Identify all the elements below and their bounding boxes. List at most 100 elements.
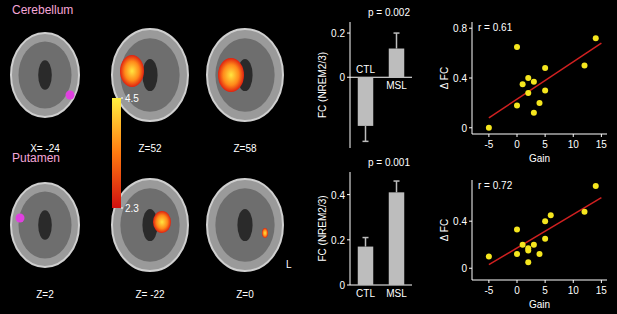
plot-marks — [486, 183, 602, 265]
activation-blob — [218, 58, 244, 92]
figure: CerebellumX= -24Z=52Z=58PutamenZ=2Z= -22… — [0, 0, 617, 314]
brain-slice — [11, 183, 79, 267]
y-tick-label: 0.2 — [331, 28, 345, 39]
bar — [389, 49, 405, 78]
x-tick-label: 10 — [568, 139, 580, 150]
error-cap — [363, 237, 369, 239]
seed-roi — [16, 214, 25, 223]
y-axis-label: Δ FC — [439, 67, 450, 89]
point — [593, 35, 599, 41]
point — [514, 251, 520, 257]
slice-label: Z=2 — [36, 289, 54, 300]
x-tick — [545, 280, 546, 283]
point — [514, 226, 520, 232]
plot-marks — [486, 35, 602, 131]
point — [542, 65, 548, 71]
x-tick-label: 10 — [568, 285, 580, 296]
y-axis — [472, 180, 473, 280]
brain-ventricle — [237, 209, 252, 241]
correlation: r = 0.61 — [478, 22, 513, 33]
x-tick-label: 0 — [514, 139, 520, 150]
fit-line — [489, 43, 602, 118]
seed-roi — [66, 91, 75, 100]
x-tick-label: 0 — [514, 285, 520, 296]
y-axis-label: FC (NREM2/3) — [317, 195, 328, 261]
x-axis-label: Gain — [529, 299, 550, 310]
point — [537, 251, 543, 257]
point — [531, 79, 537, 85]
brain-matter — [215, 38, 274, 112]
brain-ventricle — [38, 210, 52, 239]
point — [542, 87, 548, 93]
background — [0, 0, 617, 314]
x-tick-label: 5 — [542, 285, 548, 296]
x-tick — [573, 280, 574, 283]
side-label: L — [286, 259, 292, 270]
brain-slice — [112, 29, 188, 121]
point — [486, 125, 492, 131]
point — [525, 248, 531, 254]
bars — [358, 181, 405, 285]
point — [531, 110, 537, 116]
brain-matter — [18, 41, 71, 108]
x-tick — [517, 134, 518, 137]
y-tick — [347, 33, 350, 34]
y-tick — [469, 221, 472, 222]
point — [525, 90, 531, 96]
point — [582, 209, 588, 215]
point — [593, 183, 599, 189]
brain-ventricle — [38, 60, 52, 89]
colorbar-label: 2.3 — [125, 203, 139, 214]
category-label: CTL — [356, 64, 375, 75]
correlation: r = 0.72 — [478, 180, 513, 191]
p-value: p = 0.002 — [368, 7, 410, 18]
error-cap — [394, 32, 400, 34]
y-tick — [469, 127, 472, 128]
error-bar — [396, 181, 398, 192]
activation-blob — [120, 55, 144, 87]
slice-label: Z=0 — [236, 289, 254, 300]
point — [542, 218, 548, 224]
category-label: MSL — [386, 288, 407, 299]
brain-outline — [112, 179, 188, 271]
x-tick-label: -5 — [484, 285, 493, 296]
slice-label: Z=58 — [233, 143, 257, 154]
y-tick-label: 0.4 — [453, 216, 467, 227]
brain-slice — [11, 33, 79, 117]
activation-blob — [153, 211, 171, 233]
point — [514, 102, 520, 108]
activation-blob — [262, 228, 268, 238]
x-tick — [601, 134, 602, 137]
point — [525, 259, 531, 265]
point — [542, 236, 548, 242]
y-tick-label: 0.2 — [331, 235, 345, 246]
region-label: Putamen — [12, 151, 60, 165]
x-axis — [472, 134, 607, 135]
brain-slice — [207, 179, 283, 271]
error-bar — [396, 33, 398, 48]
point — [514, 44, 520, 50]
error-cap — [363, 141, 369, 143]
y-tick — [347, 194, 350, 195]
error-bar — [365, 126, 367, 141]
y-tick-label: 0.4 — [453, 73, 467, 84]
error-bar — [365, 238, 367, 247]
point — [486, 253, 492, 259]
y-tick-label: 0 — [461, 263, 467, 274]
y-tick-label: 0.8 — [453, 23, 467, 34]
brain-matter — [215, 188, 274, 262]
y-axis — [350, 172, 351, 285]
brain-slice — [207, 29, 283, 121]
point — [537, 100, 543, 106]
slice-label: Z=52 — [138, 143, 162, 154]
x-tick-label: 5 — [542, 139, 548, 150]
y-tick-label: 0 — [339, 72, 345, 83]
bar — [358, 247, 374, 285]
brain-ventricle — [142, 59, 157, 91]
y-tick-label: 0 — [461, 123, 467, 134]
colorbar-tick — [121, 98, 123, 99]
category-label: MSL — [386, 80, 407, 91]
point — [525, 75, 531, 81]
point — [582, 63, 588, 69]
brain-matter — [18, 191, 71, 258]
